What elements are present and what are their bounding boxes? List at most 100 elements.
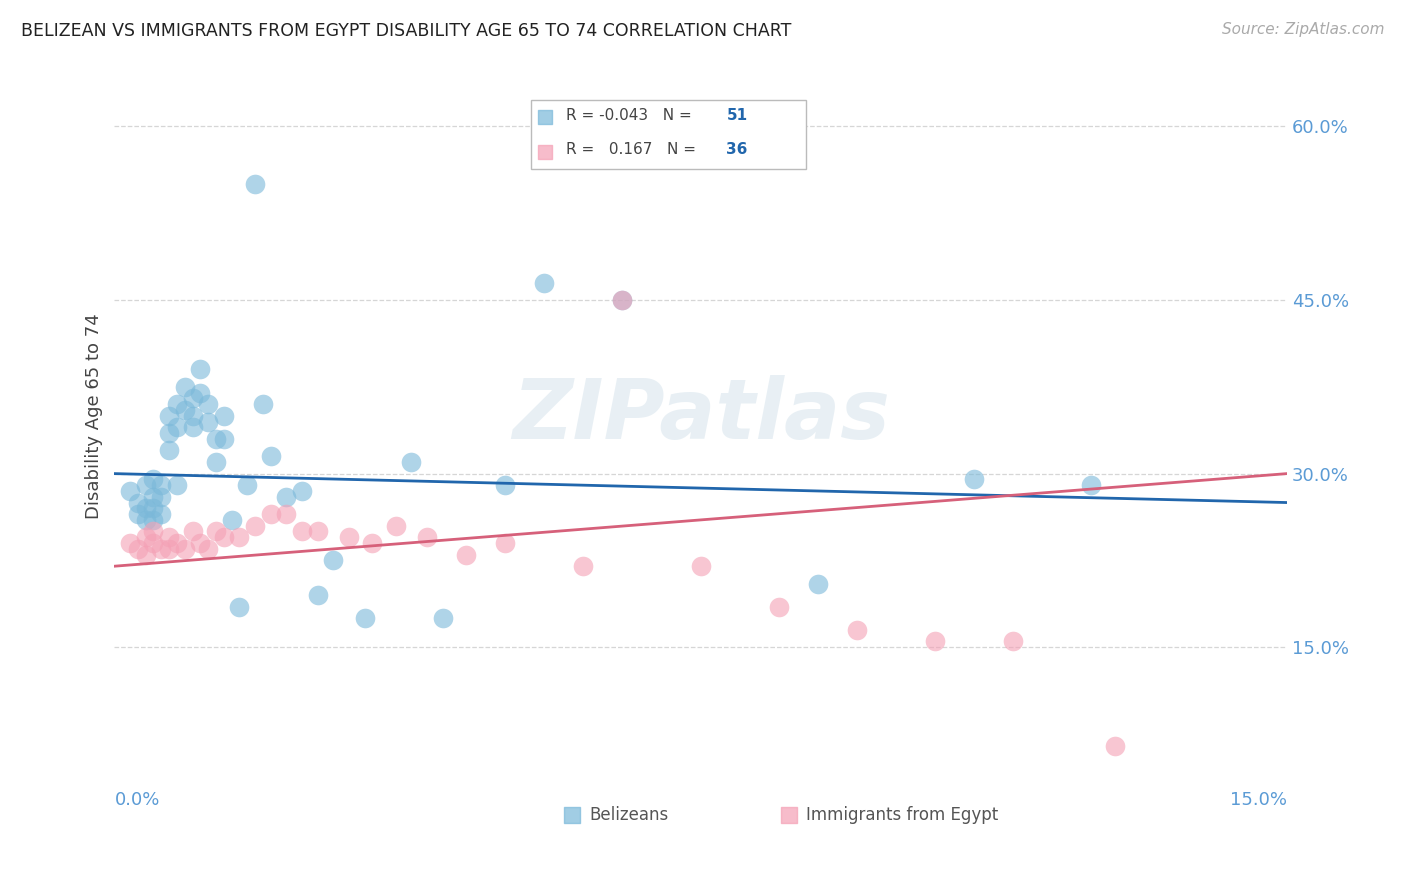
- Point: [118, 483, 141, 498]
- Point: [416, 530, 439, 544]
- Point: [572, 559, 595, 574]
- Point: [1002, 634, 1025, 648]
- Point: [212, 530, 235, 544]
- Point: [190, 536, 212, 550]
- Point: [353, 611, 375, 625]
- Point: [205, 455, 228, 469]
- Point: [212, 432, 235, 446]
- Point: [924, 634, 946, 648]
- FancyBboxPatch shape: [530, 100, 806, 169]
- Point: [150, 541, 173, 556]
- Text: ZIPatlas: ZIPatlas: [512, 376, 890, 456]
- Point: [127, 541, 149, 556]
- Point: [276, 490, 298, 504]
- Text: 51: 51: [727, 108, 748, 122]
- Point: [118, 536, 141, 550]
- Point: [190, 385, 212, 400]
- Point: [307, 524, 329, 539]
- Text: BELIZEAN VS IMMIGRANTS FROM EGYPT DISABILITY AGE 65 TO 74 CORRELATION CHART: BELIZEAN VS IMMIGRANTS FROM EGYPT DISABI…: [21, 22, 792, 40]
- Point: [432, 611, 454, 625]
- Point: [150, 490, 173, 504]
- Point: [166, 536, 188, 550]
- Point: [197, 541, 219, 556]
- Point: [494, 536, 516, 550]
- Point: [166, 397, 188, 411]
- Point: [127, 495, 149, 509]
- Point: [212, 409, 235, 423]
- Point: [157, 409, 180, 423]
- Point: [963, 472, 986, 486]
- Point: [205, 524, 228, 539]
- Point: [533, 276, 555, 290]
- Point: [166, 478, 188, 492]
- Point: [612, 293, 634, 307]
- Point: [157, 541, 180, 556]
- Point: [260, 507, 283, 521]
- Point: [612, 293, 634, 307]
- Point: [291, 524, 314, 539]
- Point: [142, 490, 165, 504]
- Text: Immigrants from Egypt: Immigrants from Egypt: [806, 806, 998, 824]
- Text: 36: 36: [727, 142, 748, 157]
- Point: [173, 403, 195, 417]
- Point: [252, 397, 274, 411]
- Point: [845, 623, 868, 637]
- Point: [150, 507, 173, 521]
- Point: [361, 536, 384, 550]
- Point: [197, 397, 219, 411]
- Point: [135, 548, 157, 562]
- Point: [236, 478, 259, 492]
- Point: [181, 420, 204, 434]
- Text: 0.0%: 0.0%: [114, 790, 160, 809]
- Point: [689, 559, 711, 574]
- Point: [228, 599, 250, 614]
- Point: [173, 541, 195, 556]
- Point: [190, 362, 212, 376]
- Y-axis label: Disability Age 65 to 74: Disability Age 65 to 74: [86, 313, 103, 518]
- Point: [456, 548, 478, 562]
- Point: [307, 588, 329, 602]
- Text: R =   0.167   N =: R = 0.167 N =: [565, 142, 700, 157]
- Point: [157, 426, 180, 441]
- Point: [181, 524, 204, 539]
- Point: [1080, 478, 1102, 492]
- Point: [181, 409, 204, 423]
- Point: [221, 513, 243, 527]
- Text: Source: ZipAtlas.com: Source: ZipAtlas.com: [1222, 22, 1385, 37]
- Point: [197, 415, 219, 429]
- Point: [142, 536, 165, 550]
- Point: [135, 530, 157, 544]
- Point: [1104, 739, 1126, 753]
- Point: [337, 530, 360, 544]
- Point: [291, 483, 314, 498]
- Point: [127, 507, 149, 521]
- Point: [494, 478, 516, 492]
- Point: [260, 449, 283, 463]
- Point: [807, 576, 830, 591]
- Point: [135, 513, 157, 527]
- Point: [142, 513, 165, 527]
- Point: [276, 507, 298, 521]
- Point: [401, 455, 423, 469]
- Text: 15.0%: 15.0%: [1230, 790, 1286, 809]
- Point: [243, 518, 266, 533]
- Point: [243, 178, 266, 192]
- Point: [385, 518, 408, 533]
- Point: [142, 524, 165, 539]
- Point: [181, 392, 204, 406]
- Point: [157, 530, 180, 544]
- Point: [150, 478, 173, 492]
- Point: [322, 553, 344, 567]
- Point: [768, 599, 790, 614]
- Point: [142, 501, 165, 516]
- Text: Belizeans: Belizeans: [589, 806, 668, 824]
- Point: [166, 420, 188, 434]
- Point: [135, 478, 157, 492]
- Point: [135, 501, 157, 516]
- Point: [173, 380, 195, 394]
- Point: [228, 530, 250, 544]
- Point: [157, 443, 180, 458]
- Point: [205, 432, 228, 446]
- Point: [142, 472, 165, 486]
- Text: R = -0.043   N =: R = -0.043 N =: [565, 108, 696, 122]
